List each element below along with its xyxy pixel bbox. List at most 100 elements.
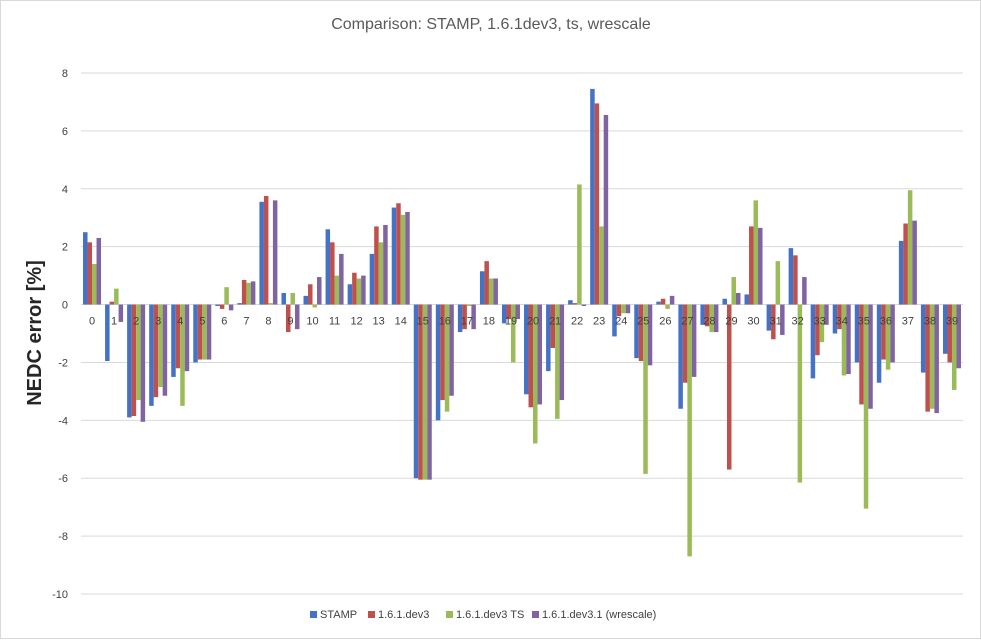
x-tick-label: 17 [461, 316, 473, 328]
x-tick-label: 29 [725, 316, 737, 328]
bar [180, 304, 185, 406]
bar [947, 304, 952, 363]
y-tick-label: -6 [58, 473, 68, 485]
bar [312, 304, 318, 308]
bar [466, 304, 472, 307]
bar [824, 304, 829, 325]
legend-entry: 1.6.1.dev3 TS [446, 609, 524, 621]
bar [197, 304, 203, 360]
bar [246, 282, 251, 305]
legend-swatch [446, 611, 453, 618]
x-tick-label: 12 [351, 316, 363, 328]
bar [568, 300, 573, 305]
x-tick-label: 14 [395, 316, 407, 328]
y-tick-label: -10 [52, 589, 68, 601]
legend-label: STAMP [320, 609, 357, 621]
bar [285, 304, 291, 333]
bar [418, 304, 423, 480]
bar [956, 304, 961, 369]
bar [369, 253, 375, 305]
bar [704, 304, 710, 327]
bar [501, 304, 507, 324]
bars [83, 88, 961, 557]
bar [766, 304, 772, 331]
bar [96, 237, 102, 305]
x-tick-label: 20 [527, 316, 539, 328]
bar [612, 304, 617, 337]
y-tick-labels: -10 -8 -6 -4 -2 0 2 4 6 8 [52, 68, 68, 601]
bar [775, 261, 781, 305]
bar [577, 184, 582, 305]
bar [656, 301, 661, 305]
bar [929, 304, 935, 409]
bar [241, 279, 247, 305]
bar [114, 288, 119, 305]
bar [118, 304, 124, 322]
bar [105, 304, 110, 361]
bar [898, 240, 904, 305]
bar [643, 304, 648, 474]
bar [647, 304, 653, 366]
bar [616, 304, 622, 317]
bar [488, 278, 494, 305]
bar [744, 294, 750, 305]
bar [788, 248, 794, 305]
bar [528, 304, 534, 408]
bar [83, 232, 88, 305]
x-tick-label: 26 [659, 316, 671, 328]
bar [153, 304, 159, 398]
x-tick-label: 22 [571, 316, 583, 328]
legend-label: 1.6.1.dev3.1 (wrescale) [542, 609, 656, 621]
bar [219, 304, 225, 309]
bar [374, 226, 379, 305]
x-tick-label: 1 [111, 316, 117, 328]
bar [890, 304, 895, 363]
bar [237, 303, 242, 305]
bar [837, 304, 842, 330]
x-tick-label: 7 [243, 316, 249, 328]
bar [691, 304, 697, 377]
x-tick-label: 13 [373, 316, 385, 328]
bar [555, 304, 560, 419]
x-tick-label: 23 [593, 316, 605, 328]
bar [731, 277, 736, 305]
bar [162, 304, 168, 396]
x-tick-label: 2 [133, 316, 139, 328]
bar [352, 272, 357, 305]
bar [749, 226, 754, 305]
x-tick-label: 39 [946, 316, 958, 328]
bar [810, 304, 816, 379]
bar [621, 304, 626, 314]
x-tick-label: 34 [836, 316, 848, 328]
bar [259, 201, 264, 305]
bar [484, 261, 489, 305]
bar [581, 304, 587, 307]
bar [876, 304, 882, 383]
bar [665, 304, 670, 309]
bar [537, 304, 543, 405]
x-tick-label: 24 [615, 316, 627, 328]
x-tick-label: 25 [637, 316, 649, 328]
y-tick-label: 6 [62, 126, 68, 138]
bar [206, 304, 212, 360]
x-tick-label: 36 [880, 316, 892, 328]
bar [678, 304, 683, 409]
bar [391, 207, 397, 305]
bar [479, 271, 485, 305]
bar [550, 304, 556, 348]
x-tick-label: 21 [549, 316, 561, 328]
bar [903, 223, 908, 305]
bar [224, 287, 229, 305]
bar [797, 304, 803, 483]
bar [175, 304, 181, 369]
y-tick-label: 4 [62, 184, 68, 196]
bar [422, 304, 428, 480]
bar [590, 88, 595, 305]
bar [925, 304, 930, 412]
bar [250, 281, 256, 305]
y-tick-label: -2 [58, 357, 68, 369]
bar [634, 304, 639, 359]
x-tick-label: 15 [417, 316, 429, 328]
bar [131, 304, 137, 416]
bar [87, 242, 93, 305]
